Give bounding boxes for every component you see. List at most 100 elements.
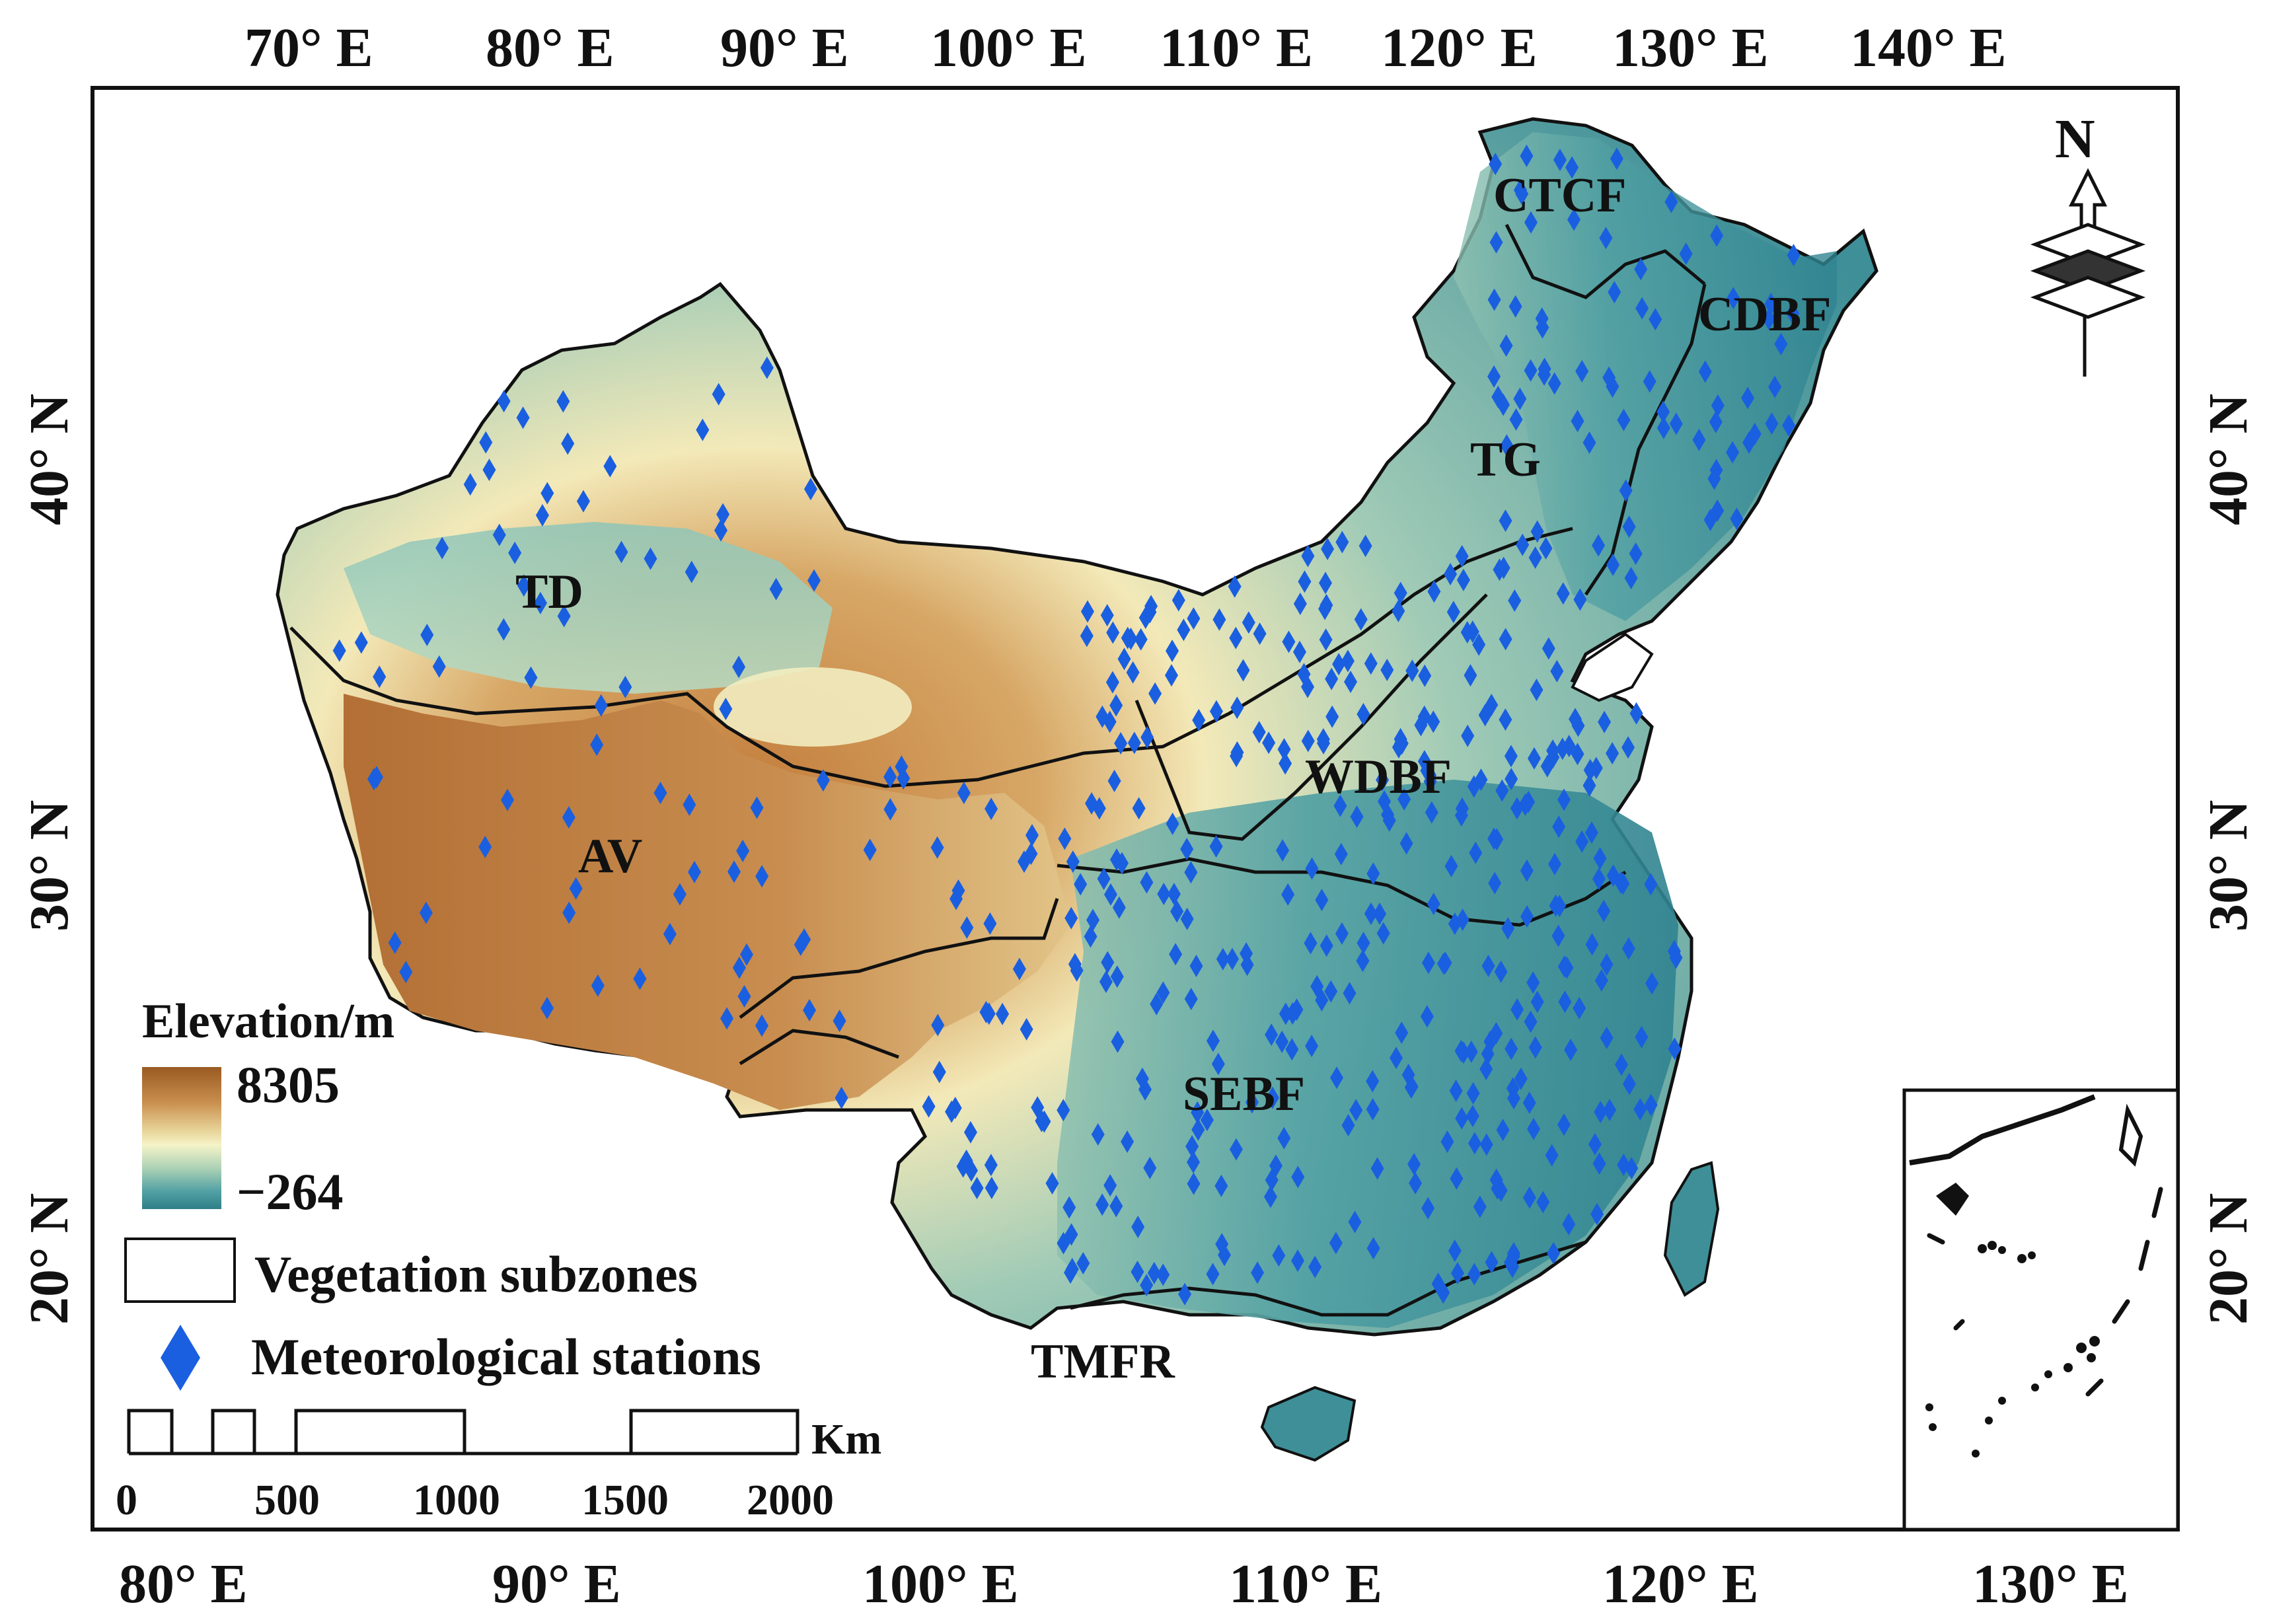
- station-marker: [1454, 804, 1468, 827]
- station-marker: [1496, 1119, 1510, 1142]
- station-marker: [1489, 231, 1503, 254]
- station-marker: [1449, 1080, 1463, 1103]
- station-marker: [1373, 903, 1387, 926]
- station-marker: [1349, 1099, 1363, 1122]
- station-marker: [712, 383, 725, 406]
- station-marker: [1505, 1037, 1518, 1060]
- station-marker: [533, 591, 547, 614]
- station-marker: [1275, 1030, 1289, 1053]
- station-marker: [1692, 428, 1706, 451]
- station-marker: [1166, 640, 1179, 663]
- station-marker: [1370, 1157, 1384, 1180]
- station-marker: [367, 768, 381, 791]
- station-marker: [803, 478, 817, 501]
- station-marker: [501, 788, 515, 811]
- station-marker: [1230, 696, 1244, 720]
- station-marker: [755, 865, 769, 888]
- station-marker: [982, 1002, 996, 1025]
- station-marker: [1454, 1039, 1468, 1062]
- station-marker: [960, 916, 974, 939]
- station-marker: [1494, 960, 1508, 983]
- station-marker: [1025, 824, 1039, 847]
- station-marker: [1552, 815, 1566, 838]
- station-marker: [1187, 1172, 1201, 1195]
- station-marker: [1399, 832, 1413, 855]
- station-marker: [1187, 607, 1201, 630]
- legend-station-marker: [161, 1325, 200, 1391]
- station-marker: [1499, 708, 1512, 731]
- station-marker: [1481, 954, 1495, 977]
- station-marker: [1031, 1096, 1045, 1119]
- station-marker: [1479, 1133, 1493, 1156]
- station-marker: [1191, 1118, 1205, 1141]
- station-marker: [727, 860, 741, 883]
- station-marker: [1536, 1191, 1550, 1214]
- station-marker: [1548, 852, 1562, 875]
- bohai-sea: [1571, 632, 1654, 702]
- station-marker: [1333, 794, 1347, 817]
- legend-station-label: Meteorological stations: [251, 1328, 761, 1385]
- station-marker: [1438, 951, 1452, 975]
- station-marker: [816, 769, 830, 792]
- zone-label-tmfr: TMFR: [1031, 1335, 1175, 1389]
- legend-subzone-label: Vegetation subzones: [254, 1245, 698, 1303]
- station-marker: [1711, 394, 1725, 417]
- station-marker: [1513, 387, 1527, 410]
- station-marker: [535, 503, 549, 527]
- station-marker: [1555, 737, 1569, 760]
- station-marker: [1147, 1261, 1161, 1284]
- station-marker: [1606, 553, 1620, 576]
- station-marker: [1105, 671, 1119, 694]
- station-marker: [1602, 366, 1616, 389]
- station-marker: [1600, 953, 1614, 976]
- top-longitude-labels: 70° E 80° E 90° E 100° E 110° E 120° E 1…: [244, 17, 2007, 79]
- station-marker: [1649, 308, 1662, 331]
- station-marker: [354, 631, 368, 654]
- station-marker: [1469, 841, 1483, 864]
- station-marker: [1111, 1030, 1125, 1053]
- station-marker: [1229, 1138, 1243, 1161]
- station-marker: [1643, 370, 1656, 393]
- station-marker: [1547, 1241, 1561, 1265]
- station-marker: [1132, 797, 1146, 820]
- station-marker: [1603, 1098, 1617, 1121]
- station-marker: [1251, 1261, 1265, 1284]
- station-marker: [1485, 1251, 1499, 1274]
- station-marker: [1320, 934, 1333, 957]
- station-marker: [716, 503, 730, 526]
- station-marker: [1569, 708, 1582, 731]
- station-marker: [1143, 601, 1157, 624]
- station-marker: [833, 1010, 846, 1033]
- station-marker: [863, 838, 877, 862]
- station-marker: [1634, 258, 1648, 281]
- station-marker: [1550, 659, 1564, 683]
- station-marker: [1074, 873, 1088, 896]
- station-marker: [1156, 1263, 1170, 1286]
- station-marker: [1065, 1257, 1079, 1280]
- station-marker: [1504, 745, 1518, 768]
- station-marker: [1148, 682, 1162, 705]
- station-marker: [1358, 535, 1372, 558]
- station-marker: [1524, 1010, 1538, 1033]
- station-marker: [1542, 637, 1555, 660]
- left-lat-label: 20° N: [19, 1193, 80, 1325]
- station-marker: [1468, 1263, 1481, 1286]
- top-lon-label: 100° E: [930, 17, 1087, 79]
- station-marker: [1381, 803, 1395, 827]
- station-marker: [1045, 1171, 1059, 1195]
- station-marker: [1468, 1132, 1481, 1155]
- station-marker: [576, 490, 590, 513]
- station-marker: [1444, 563, 1458, 586]
- station-marker: [1573, 996, 1586, 1019]
- station-marker: [373, 665, 387, 688]
- station-marker: [1409, 1171, 1423, 1195]
- station-marker: [1528, 546, 1542, 569]
- station-marker: [1522, 1186, 1536, 1209]
- station-marker: [732, 655, 746, 679]
- right-lat-label: 40° N: [2198, 394, 2259, 525]
- station-marker: [720, 1007, 734, 1030]
- station-marker: [1565, 156, 1579, 179]
- station-marker: [492, 523, 506, 546]
- station-marker: [482, 459, 496, 482]
- station-marker: [1140, 1274, 1154, 1297]
